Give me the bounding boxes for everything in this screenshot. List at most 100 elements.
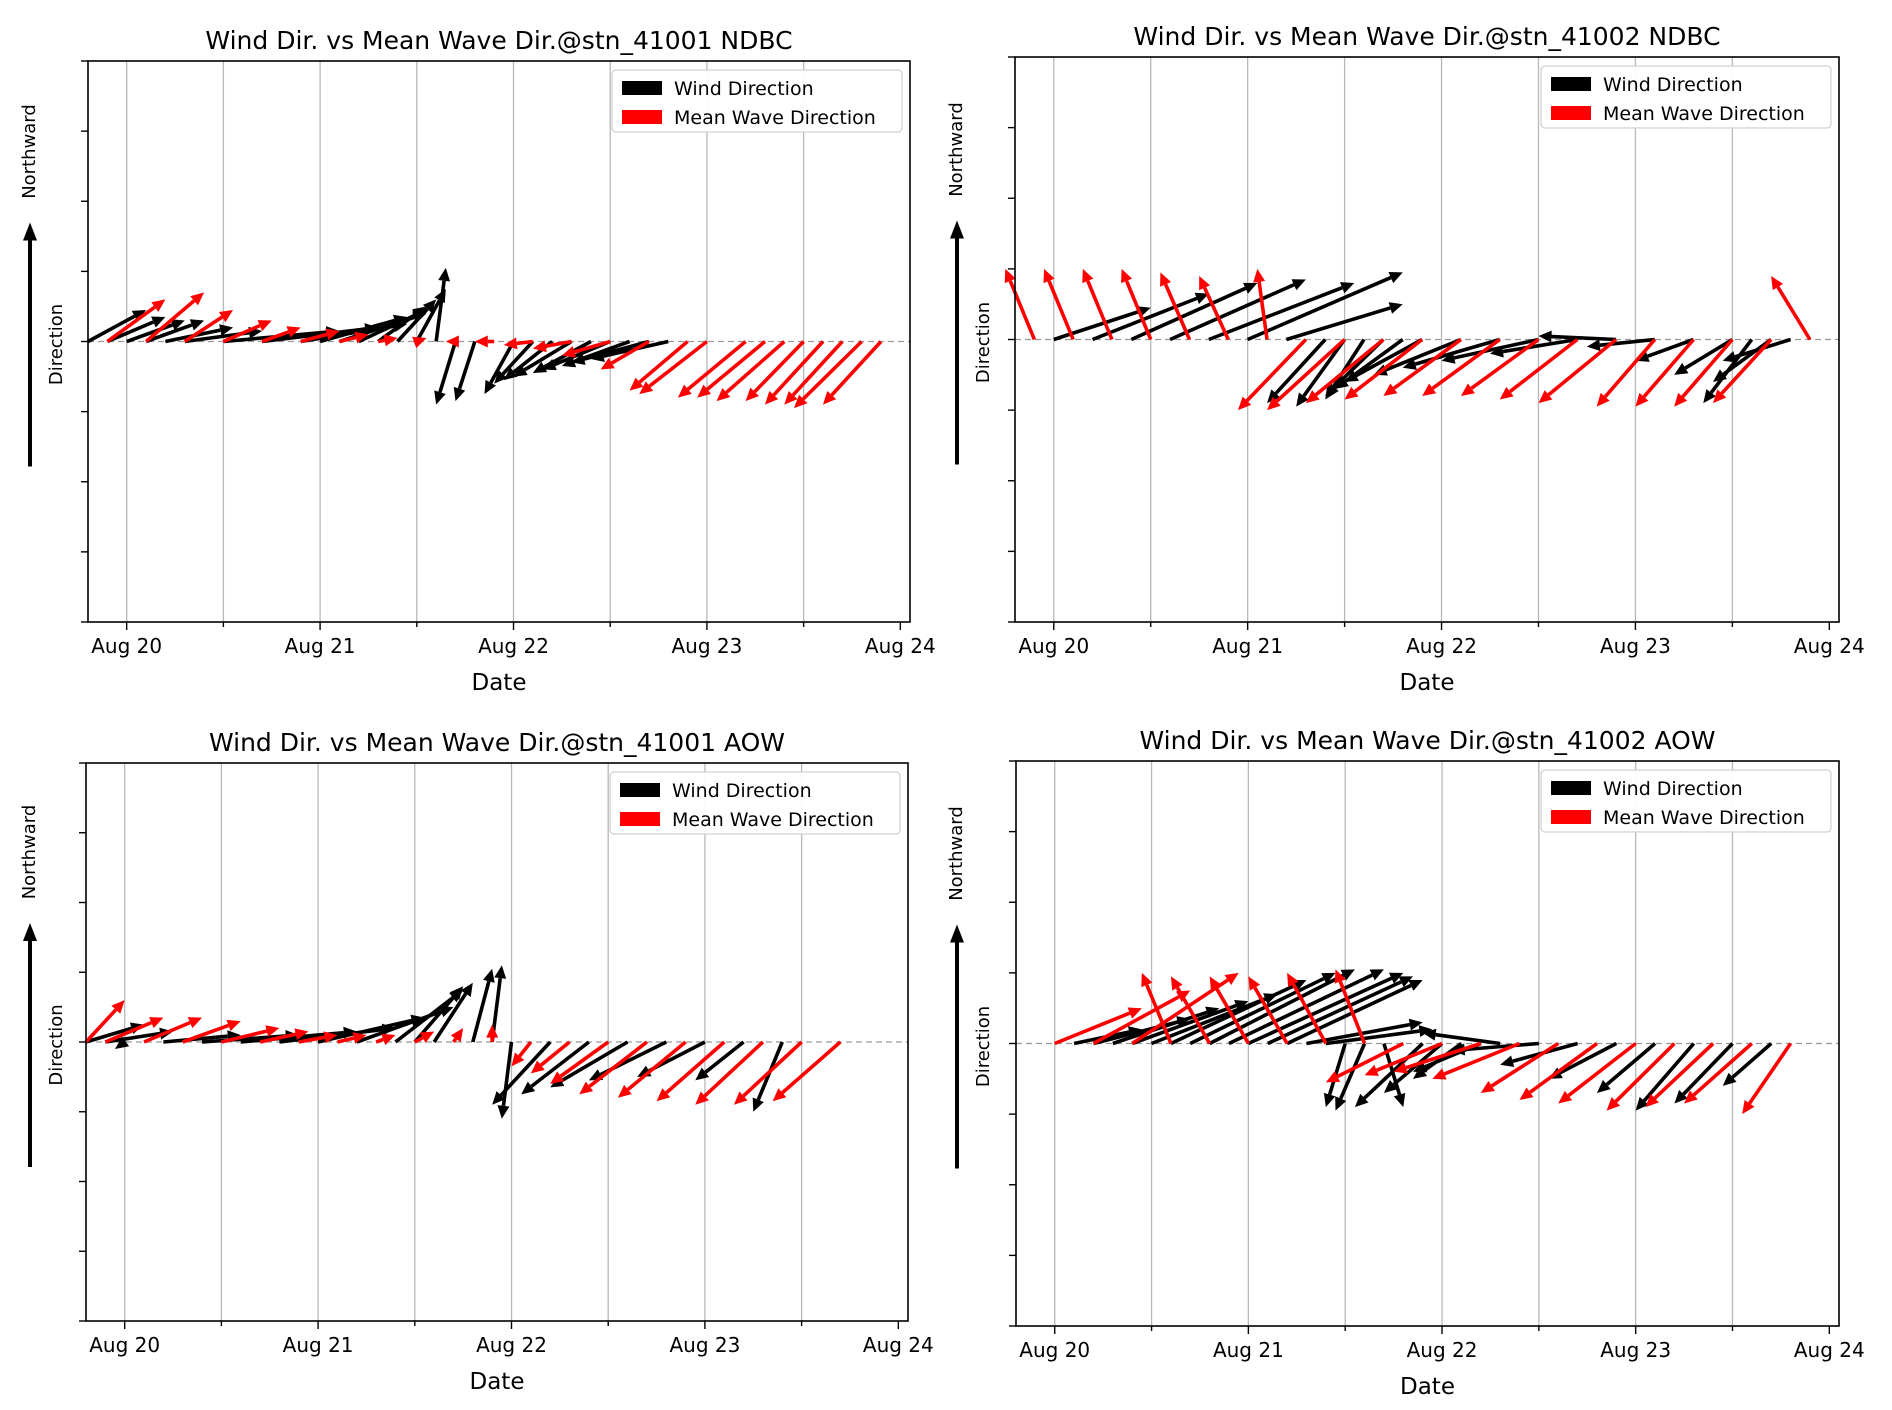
arrow	[1519, 1042, 1599, 1100]
arrow-head	[1335, 1096, 1347, 1111]
arrow-head	[822, 390, 837, 405]
arrow-head	[1199, 275, 1211, 291]
arrow-shaft	[583, 339, 650, 361]
chart-title: Wind Dir. vs Mean Wave Dir.@stn_41002 AO…	[1139, 726, 1715, 755]
arrow	[1422, 1028, 1501, 1046]
arrow-head	[1170, 976, 1183, 991]
arrow-head	[513, 364, 528, 377]
arrow-shaft	[1470, 338, 1540, 390]
arrow-head	[1267, 396, 1281, 411]
arrow	[1480, 1041, 1560, 1093]
arrow	[1169, 279, 1306, 342]
arrow-head	[1645, 1093, 1659, 1108]
legend-swatch	[1551, 106, 1591, 120]
arrow-shaft	[339, 335, 357, 344]
arrow-head	[494, 965, 507, 979]
arrow-head	[1742, 1100, 1755, 1115]
arrow-shaft	[1130, 286, 1247, 342]
arrow-shaft	[742, 1040, 803, 1098]
arrow-head	[1412, 1066, 1428, 1079]
arrow-shaft	[1314, 338, 1385, 397]
arrow-shaft	[1053, 310, 1139, 342]
arrow-head	[1393, 1092, 1406, 1108]
arrow-head	[1237, 396, 1252, 411]
arrow	[1684, 1042, 1754, 1104]
x-tick-label: Aug 23	[1600, 1338, 1671, 1362]
arrow-head	[1388, 302, 1403, 314]
arrow-head	[325, 328, 340, 341]
arrow-shaft	[1208, 286, 1343, 342]
arrow-head	[1596, 392, 1610, 407]
arrow	[1208, 969, 1355, 1046]
arrow	[1441, 337, 1539, 364]
arrow-head	[1712, 369, 1728, 382]
arrow-head	[294, 1028, 309, 1041]
arrow	[145, 319, 205, 344]
arrow-head	[764, 390, 779, 405]
arrow	[261, 326, 301, 344]
arrow	[1393, 1041, 1482, 1074]
arrow	[1296, 338, 1347, 407]
arrow-shaft	[1684, 337, 1734, 370]
arrow-head	[1043, 268, 1055, 284]
arrow-head	[1323, 1092, 1336, 1108]
arrow-head	[1635, 392, 1649, 407]
arrow	[1285, 302, 1403, 342]
x-tick-label: Aug 24	[1794, 1338, 1865, 1362]
arrow-shaft	[1291, 983, 1328, 1045]
arrow-shaft	[317, 1018, 413, 1044]
arrow-shaft	[753, 340, 805, 394]
arrow-shaft	[1692, 1042, 1754, 1097]
arrow-head	[1340, 282, 1355, 294]
arrow	[530, 1040, 571, 1074]
arrow-head	[716, 388, 731, 402]
arrow-head	[115, 1036, 130, 1049]
legend-swatch	[1551, 77, 1591, 91]
arrow-head	[1334, 376, 1349, 389]
arrow-head	[1340, 969, 1355, 981]
arrow	[600, 339, 650, 370]
arrow-head	[1141, 972, 1153, 988]
arrow-head	[445, 335, 459, 348]
legend-label: Mean Wave Direction	[674, 107, 876, 129]
arrow	[471, 968, 495, 1043]
arrow-shaft	[781, 1040, 842, 1095]
arrow-shaft	[1490, 1041, 1560, 1088]
arrow	[532, 339, 572, 353]
arrow-shaft	[791, 340, 844, 397]
x-tick-label: Aug 24	[865, 634, 936, 658]
arrow-head	[218, 309, 234, 323]
arrow	[579, 1040, 648, 1095]
arrow-shaft	[1338, 980, 1367, 1045]
arrow-head	[733, 1091, 748, 1105]
arrow-shaft	[438, 340, 458, 393]
arrow	[1538, 338, 1618, 404]
arrow-shaft	[1286, 983, 1412, 1046]
arrow-shaft	[1392, 338, 1462, 390]
arrow	[1160, 272, 1192, 341]
arrow-head	[1287, 972, 1299, 988]
arrow	[1364, 1041, 1443, 1076]
arrow-shaft	[501, 340, 535, 376]
arrow	[822, 340, 883, 405]
arrow-shaft	[1202, 287, 1230, 341]
arrow-head	[419, 1031, 435, 1044]
arrow-head	[1412, 1061, 1428, 1073]
arrow-shaft	[1647, 337, 1695, 358]
arrow	[87, 309, 147, 344]
arrow	[300, 328, 340, 344]
arrow-shaft	[1245, 338, 1308, 402]
arrow-head	[1712, 389, 1727, 404]
arrow-head	[412, 306, 427, 319]
arrow-head	[1383, 383, 1398, 396]
arrow	[1131, 972, 1239, 1046]
arrow-head	[1422, 383, 1437, 396]
arrow-head	[381, 1033, 396, 1046]
arrow-shaft	[703, 1040, 765, 1098]
arrow-head	[226, 1019, 241, 1032]
arrow	[1354, 1042, 1424, 1108]
arrow-shaft	[1605, 1042, 1657, 1086]
arrow-shaft	[1266, 980, 1402, 1046]
legend-box	[1540, 65, 1832, 129]
arrow-shaft	[725, 340, 786, 394]
